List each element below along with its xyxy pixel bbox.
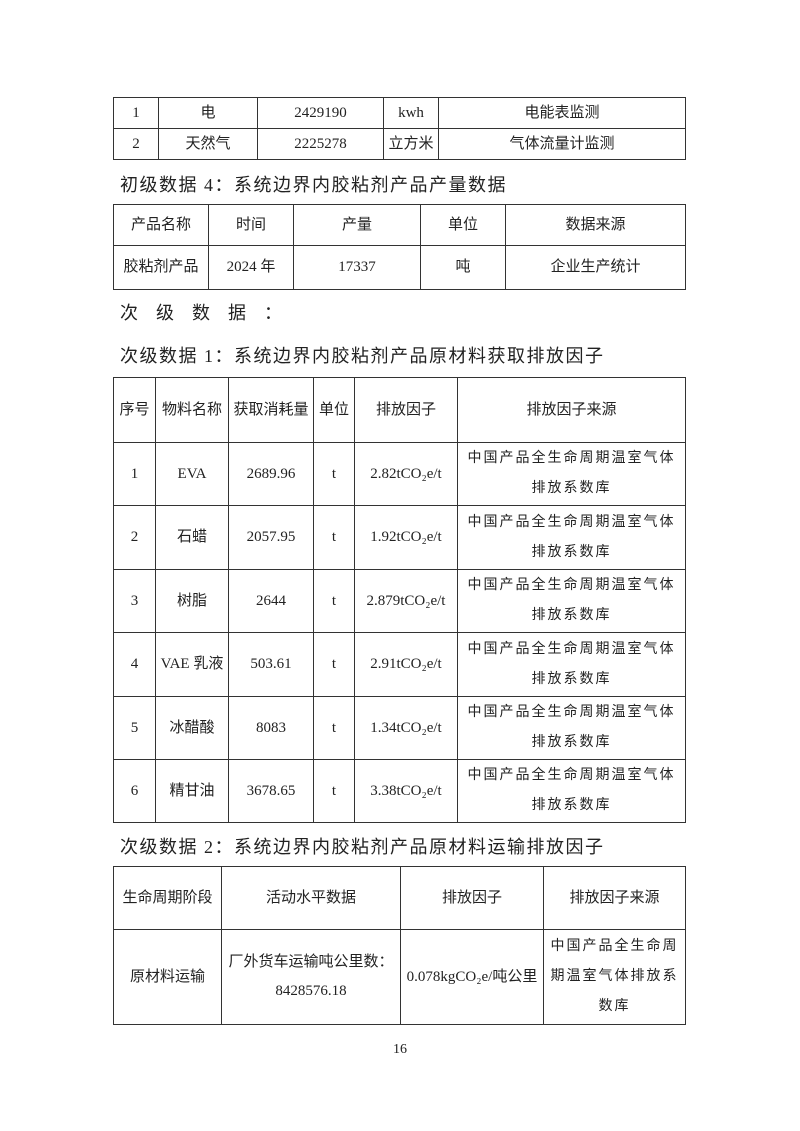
table-cell: 天然气 <box>158 128 258 160</box>
table-cell: VAE 乳液 <box>155 632 229 697</box>
table-cell: t <box>313 505 355 570</box>
table-cell: 电能表监测 <box>438 97 686 129</box>
header-cell: 排放因子来源 <box>543 866 686 930</box>
table-cell: 中国产品全生命周期温室气体排放系数库 <box>457 696 686 760</box>
table-cell: 3 <box>113 569 156 633</box>
table-row: 3 树脂 2644 t 2.879tCO₂e/t 中国产品全生命周期温室气体排放系数库 <box>113 569 686 633</box>
table-cell: 4 <box>113 632 156 697</box>
heading-secondary-data-2: 次级数据 2：系统边界内胶粘剂产品原材料运输排放因子 <box>120 837 605 857</box>
header-cell: 序号 <box>113 377 156 443</box>
table-row: 6 精甘油 3678.65 t 3.38tCO₂e/t 中国产品全生命周期温室气体排放系数… <box>113 759 686 823</box>
table-cell: 电 <box>158 97 258 129</box>
table-row: 4 VAE 乳液 503.61 t 2.91tCO₂e/t 中国产品全生命周期温室气体排放… <box>113 632 686 697</box>
table-row: 2 天然气 2225278 立方米 气体流量计监测 <box>113 128 686 160</box>
table-cell: 5 <box>113 696 156 760</box>
table-cell: 1.92tCO₂e/t <box>354 505 458 570</box>
page-number: 16 <box>393 1042 407 1057</box>
table-cell: 2.91tCO₂e/t <box>354 632 458 697</box>
table-cell: 吨 <box>420 245 506 290</box>
table-cell: t <box>313 442 355 506</box>
table-cell: 2024 年 <box>208 245 294 290</box>
table-row: 1 EVA 2689.96 t 2.82tCO₂e/t 中国产品全生命周期温室气体排放系数… <box>113 442 686 506</box>
table-cell: 2 <box>113 505 156 570</box>
table-cell: 2 <box>113 128 159 160</box>
table-cell: 精甘油 <box>155 759 229 823</box>
table-cell: 2225278 <box>257 128 384 160</box>
table-cell: t <box>313 696 355 760</box>
table-cell: 厂外货车运输吨公里数：8428576.18 <box>221 929 401 1025</box>
energy-consumption-table: 1 电 2429190 kwh 电能表监测 2 天然气 2225278 立方米 气体流量计监测 <box>113 97 686 160</box>
table-cell: 2689.96 <box>228 442 314 506</box>
transport-emission-factor-table: 生命周期阶段 活动水平数据 排放因子 排放因子来源 原材料运输 厂外货车运输吨公里数：84… <box>113 866 686 1025</box>
table-cell: 2644 <box>228 569 314 633</box>
table-cell: 树脂 <box>155 569 229 633</box>
raw-material-emission-factor-table: 序号 物料名称 获取消耗量 单位 排放因子 排放因子来源 1 EVA 2689.96 t 2.82t… <box>113 377 686 823</box>
table-cell: 企业生产统计 <box>505 245 686 290</box>
header-cell: 数据来源 <box>505 204 686 246</box>
header-cell: 产品名称 <box>113 204 209 246</box>
table-row: 1 电 2429190 kwh 电能表监测 <box>113 97 686 129</box>
table-cell: t <box>313 632 355 697</box>
table-cell: 中国产品全生命周期温室气体排放系数库 <box>457 442 686 506</box>
header-cell: 活动水平数据 <box>221 866 401 930</box>
table-cell: 0.078kgCO₂e/吨公里 <box>400 929 544 1025</box>
product-output-table: 产品名称 时间 产量 单位 数据来源 胶粘剂产品 2024 年 17337 吨企业生产统计 <box>113 204 686 290</box>
table-header-row: 生命周期阶段 活动水平数据 排放因子 排放因子来源 <box>113 866 686 930</box>
table-cell: 气体流量计监测 <box>438 128 686 160</box>
table-cell: t <box>313 569 355 633</box>
heading-secondary-data: 次级数据： <box>120 303 300 323</box>
table-header-row: 产品名称 时间 产量 单位 数据来源 <box>113 204 686 246</box>
table-cell: 中国产品全生命周期温室气体排放系数库 <box>457 569 686 633</box>
header-cell: 排放因子 <box>354 377 458 443</box>
table-cell: 原材料运输 <box>113 929 222 1025</box>
table-row: 原材料运输 厂外货车运输吨公里数：8428576.18 0.078kgCO₂e/吨公… <box>113 929 686 1025</box>
table-row: 2 石蜡 2057.95 t 1.92tCO₂e/t 中国产品全生命周期温室气体排放系数库 <box>113 505 686 570</box>
table-cell: 中国产品全生命周期温室气体排放系数库 <box>457 632 686 697</box>
table-cell: 1 <box>113 442 156 506</box>
header-cell: 单位 <box>313 377 355 443</box>
table-cell: 3678.65 <box>228 759 314 823</box>
table-cell: 1.34tCO₂e/t <box>354 696 458 760</box>
table-cell: 石蜡 <box>155 505 229 570</box>
header-cell: 生命周期阶段 <box>113 866 222 930</box>
table-cell: 6 <box>113 759 156 823</box>
table-cell: 1 <box>113 97 159 129</box>
heading-primary-data-4: 初级数据 4：系统边界内胶粘剂产品产量数据 <box>120 175 507 195</box>
table-header-row: 序号 物料名称 获取消耗量 单位 排放因子 排放因子来源 <box>113 377 686 443</box>
table-cell: 立方米 <box>383 128 439 160</box>
table-cell: 2057.95 <box>228 505 314 570</box>
table-cell: kwh <box>383 97 439 129</box>
table-cell: 8083 <box>228 696 314 760</box>
table-cell: 2429190 <box>257 97 384 129</box>
table-cell: 中国产品全生命周期温室气体排放系数库 <box>457 759 686 823</box>
table-cell: 中国产品全生命周期温室气体排放系数库 <box>543 929 686 1025</box>
heading-secondary-data-1: 次级数据 1：系统边界内胶粘剂产品原材料获取排放因子 <box>120 346 605 366</box>
table-cell: 2.82tCO₂e/t <box>354 442 458 506</box>
header-cell: 获取消耗量 <box>228 377 314 443</box>
table-cell: 2.879tCO₂e/t <box>354 569 458 633</box>
header-cell: 物料名称 <box>155 377 229 443</box>
header-cell: 产量 <box>293 204 421 246</box>
table-row: 5 冰醋酸 8083 t 1.34tCO₂e/t 中国产品全生命周期温室气体排放系数库 <box>113 696 686 760</box>
table-cell: 503.61 <box>228 632 314 697</box>
table-cell: 17337 <box>293 245 421 290</box>
header-cell: 时间 <box>208 204 294 246</box>
header-cell: 单位 <box>420 204 506 246</box>
header-cell: 排放因子来源 <box>457 377 686 443</box>
table-cell: 中国产品全生命周期温室气体排放系数库 <box>457 505 686 570</box>
table-row: 胶粘剂产品 2024 年 17337 吨企业生产统计 <box>113 245 686 290</box>
table-cell: EVA <box>155 442 229 506</box>
table-cell: t <box>313 759 355 823</box>
table-cell: 胶粘剂产品 <box>113 245 209 290</box>
header-cell: 排放因子 <box>400 866 544 930</box>
table-cell: 3.38tCO₂e/t <box>354 759 458 823</box>
table-cell: 冰醋酸 <box>155 696 229 760</box>
